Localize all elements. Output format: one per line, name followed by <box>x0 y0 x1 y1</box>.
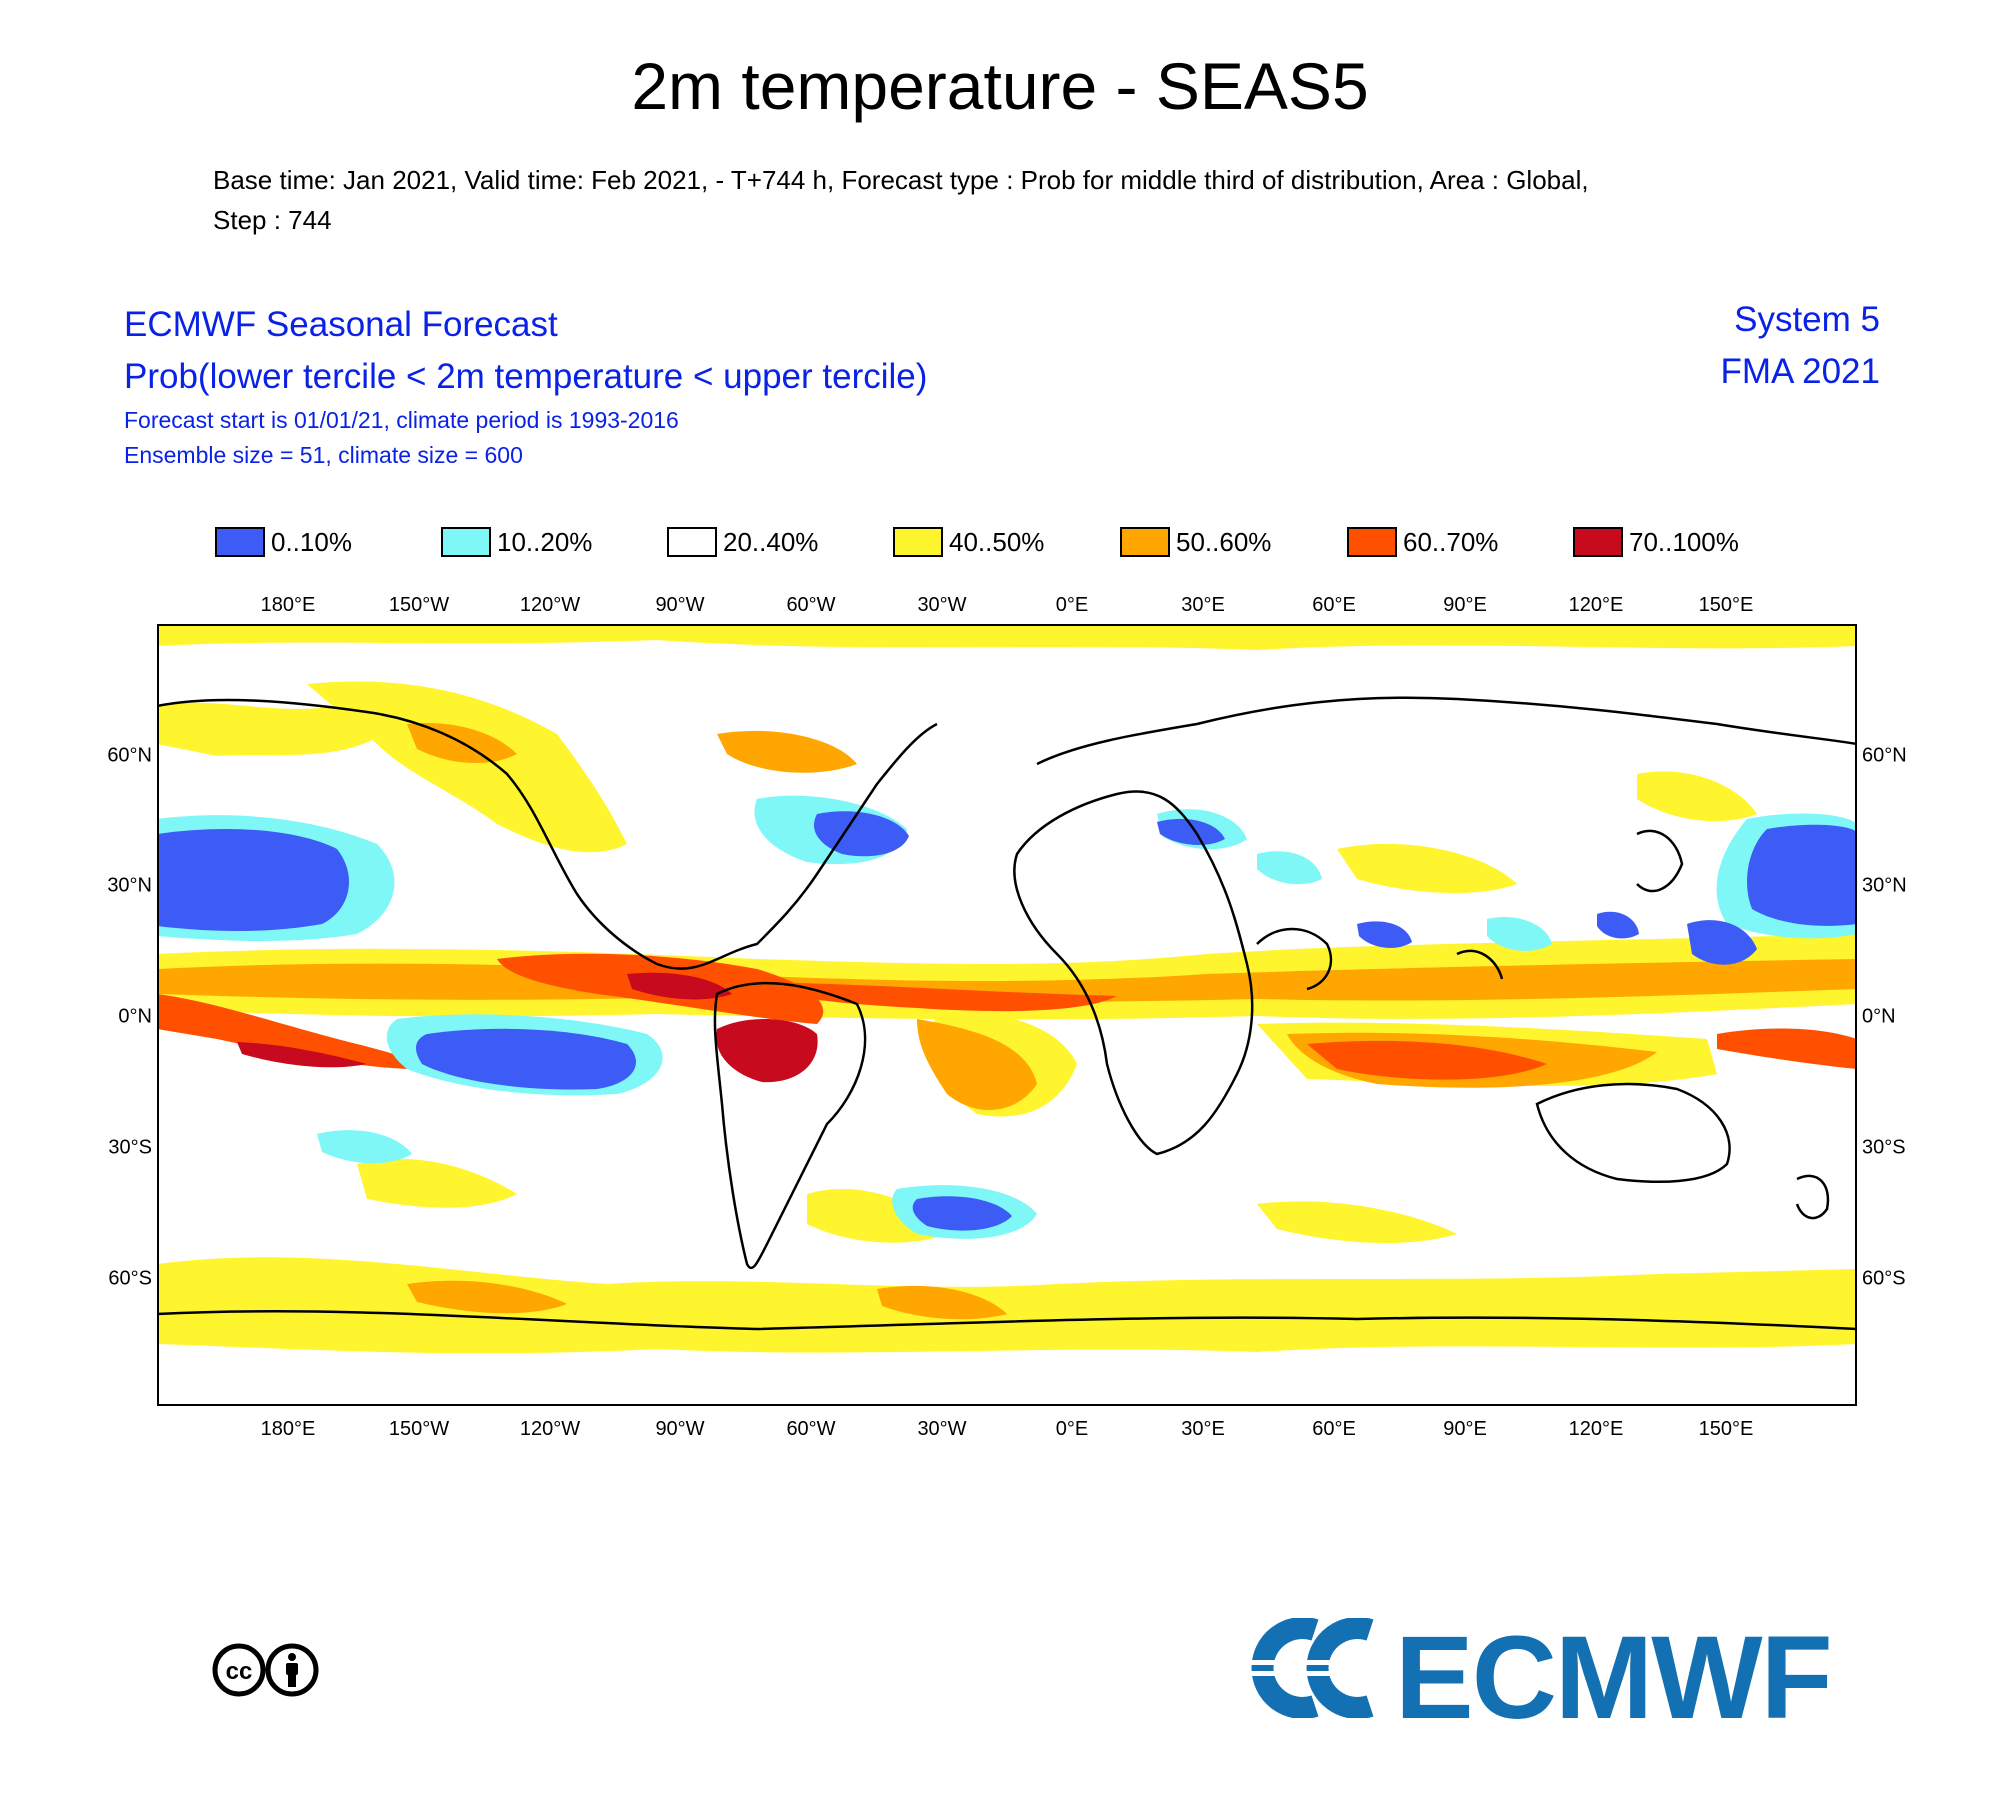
legend-swatch <box>441 527 491 557</box>
lon-tick-top: 0°E <box>1055 594 1089 616</box>
legend-label: 40..50% <box>949 526 1045 557</box>
legend-swatch <box>893 527 943 557</box>
legend-item-0-10: 0..10% <box>215 526 352 558</box>
meta-line-2: Step : 744 <box>213 205 332 235</box>
lat-tick-left: 30°S <box>108 1136 152 1159</box>
lat-tick-left: 60°S <box>108 1267 152 1290</box>
legend-swatch <box>215 527 265 557</box>
lon-tick-top: 150°E <box>1698 594 1754 616</box>
lon-tick-bottom: 180°E <box>260 1418 316 1440</box>
page-title: 2m temperature - SEAS5 <box>631 49 1369 123</box>
panel-title: ECMWF Seasonal Forecast <box>124 305 558 344</box>
lon-tick-top: 120°W <box>519 594 581 616</box>
lon-tick-top: 150°W <box>388 594 450 616</box>
lat-tick-right: 0°N <box>1862 1005 1896 1028</box>
legend-item-10-20: 10..20% <box>441 526 592 558</box>
lon-tick-bottom: 60°E <box>1312 1418 1356 1440</box>
lon-tick-bottom: 0°E <box>1055 1418 1089 1440</box>
lon-tick-top: 90°W <box>655 594 705 616</box>
lon-tick-bottom: 90°E <box>1443 1418 1487 1440</box>
legend-label: 10..20% <box>497 526 593 557</box>
lon-tick-top: 30°W <box>917 594 967 616</box>
legend-item-20-40: 20..40% <box>667 526 818 558</box>
lon-tick-bottom: 150°W <box>388 1418 450 1440</box>
panel-quantity: Prob(lower tercile < 2m temperature < up… <box>124 357 928 396</box>
probability-map <box>157 624 1857 1406</box>
lon-tick-top: 120°E <box>1568 594 1624 616</box>
legend-item-70-100: 70..100% <box>1573 526 1739 558</box>
ecmwf-logo-text: ECMWF <box>1395 1612 1833 1744</box>
lon-tick-top: 60°W <box>786 594 836 616</box>
panel-period: FMA 2021 <box>1720 352 1880 391</box>
legend-label: 50..60% <box>1176 526 1272 557</box>
meta-line-1: Base time: Jan 2021, Valid time: Feb 202… <box>213 165 1589 195</box>
lon-tick-bottom: 120°E <box>1568 1418 1624 1440</box>
ecmwf-logo-icon <box>1250 1618 1385 1718</box>
legend-swatch <box>667 527 717 557</box>
lat-tick-right: 30°N <box>1862 874 1907 897</box>
lon-tick-bottom: 90°W <box>655 1418 705 1440</box>
legend-swatch <box>1120 527 1170 557</box>
lat-tick-left: 30°N <box>107 874 152 897</box>
svg-text:cc: cc <box>226 1658 253 1685</box>
legend-label: 70..100% <box>1629 526 1739 557</box>
lat-tick-right: 60°S <box>1862 1267 1906 1290</box>
legend-label: 60..70% <box>1403 526 1499 557</box>
lon-tick-top: 90°E <box>1443 594 1487 616</box>
coastlines <box>157 696 1857 1331</box>
legend-label: 20..40% <box>723 526 819 557</box>
lat-tick-right: 60°N <box>1862 744 1907 767</box>
legend-item-50-60: 50..60% <box>1120 526 1271 558</box>
map-frame <box>157 624 1857 1406</box>
legend-label: 0..10% <box>271 526 352 557</box>
legend-item-40-50: 40..50% <box>893 526 1044 558</box>
panel-system: System 5 <box>1734 300 1880 339</box>
lon-tick-top: 180°E <box>260 594 316 616</box>
lon-tick-bottom: 60°W <box>786 1418 836 1440</box>
legend-item-60-70: 60..70% <box>1347 526 1498 558</box>
legend-swatch <box>1573 527 1623 557</box>
lon-tick-bottom: 150°E <box>1698 1418 1754 1440</box>
lon-tick-bottom: 30°E <box>1181 1418 1225 1440</box>
lat-tick-left: 0°N <box>118 1005 152 1028</box>
cc-by-icon: cc <box>212 1643 319 1697</box>
lon-tick-bottom: 30°W <box>917 1418 967 1440</box>
prob-70-100-regions <box>237 972 818 1083</box>
lon-tick-bottom: 120°W <box>519 1418 581 1440</box>
panel-ensemble: Ensemble size = 51, climate size = 600 <box>124 442 523 468</box>
panel-forecast-start: Forecast start is 01/01/21, climate peri… <box>124 407 679 433</box>
lat-tick-left: 60°N <box>107 744 152 767</box>
legend-swatch <box>1347 527 1397 557</box>
lat-tick-right: 30°S <box>1862 1136 1906 1159</box>
lon-tick-top: 30°E <box>1181 594 1225 616</box>
lon-tick-top: 60°E <box>1312 594 1356 616</box>
